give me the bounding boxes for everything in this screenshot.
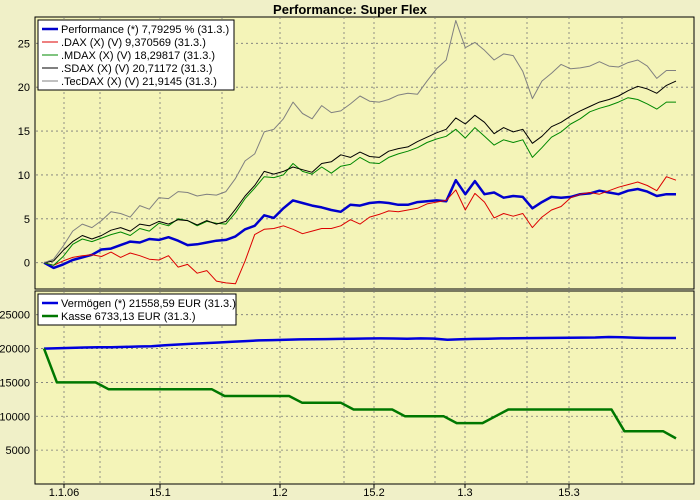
series-line-dax-x-v-9-370569-31-3	[43, 176, 677, 285]
series-line-tecdax-x-v-21-9145-31-3	[43, 20, 676, 264]
legend-item-label: .SDAX (X) (V) 20,71172 (31.3.)	[61, 63, 212, 75]
y-tick-label: 5	[24, 214, 30, 226]
chart-title: Performance: Super Flex	[273, 2, 428, 17]
y-tick-label: 10000	[0, 411, 30, 423]
legend-item-label: .MDAX (X) (V) 18,29817 (31.3.)	[61, 50, 215, 62]
series-line-sdax-x-v-20-71172-31-3	[43, 80, 677, 264]
legend-item-label: Performance (*) 7,79295 % (31.3.)	[61, 24, 229, 36]
x-tick-label: 15.3	[558, 487, 579, 499]
x-tick-label: 1.1.06	[49, 487, 80, 499]
series-line-kasse-6733-13-eur-31-3	[42, 348, 677, 440]
bottom-legend: Vermögen (*) 21558,59 EUR (31.3.)Kasse 6…	[37, 293, 237, 326]
legend-item-label: .TecDAX (X) (V) 21,9145 (31.3.)	[61, 76, 217, 88]
legend-box	[37, 293, 237, 326]
bottom-plot-area	[34, 290, 695, 485]
y-tick-label: 15000	[0, 377, 30, 389]
top-y-axis: 0 5 10 15 20 25	[18, 38, 30, 269]
y-tick-label: 25	[18, 38, 30, 50]
series-line-verm-gen-21558-59-eur-31-3	[43, 335, 676, 350]
x-tick-label: 15.2	[363, 487, 384, 499]
x-tick-label: 1.3	[457, 487, 472, 499]
y-tick-label: 15	[18, 126, 30, 138]
bottom-grid	[36, 291, 693, 484]
y-tick-label: 20	[18, 82, 30, 94]
y-tick-label: 20000	[0, 344, 30, 356]
top-series-group	[43, 20, 677, 285]
series-line-mdax-x-v-18-29817-31-3	[43, 97, 676, 266]
x-axis: 1.1.06 15.1 1.2 15.2 1.3 15.3	[49, 484, 580, 499]
bottom-y-axis: 5000 10000 15000 20000 25000	[0, 310, 30, 457]
series-line-performance-7-79295-31-3	[43, 178, 676, 270]
y-tick-label: 5000	[6, 445, 30, 457]
x-tick-label: 1.2	[272, 487, 287, 499]
bottom-series-group	[42, 335, 677, 440]
y-tick-label: 10	[18, 170, 30, 182]
y-tick-label: 0	[24, 258, 30, 270]
legend-item-label: .DAX (X) (V) 9,370569 (31.3.)	[61, 37, 206, 49]
legend-item-label: Vermögen (*) 21558,59 EUR (31.3.)	[61, 298, 236, 310]
y-tick-label: 25000	[0, 310, 30, 322]
legend-item-label: Kasse 6733,13 EUR (31.3.)	[61, 311, 196, 323]
top-legend: Performance (*) 7,79295 % (31.3.).DAX (X…	[37, 19, 235, 91]
legend-box	[37, 19, 235, 91]
x-tick-label: 15.1	[149, 487, 170, 499]
